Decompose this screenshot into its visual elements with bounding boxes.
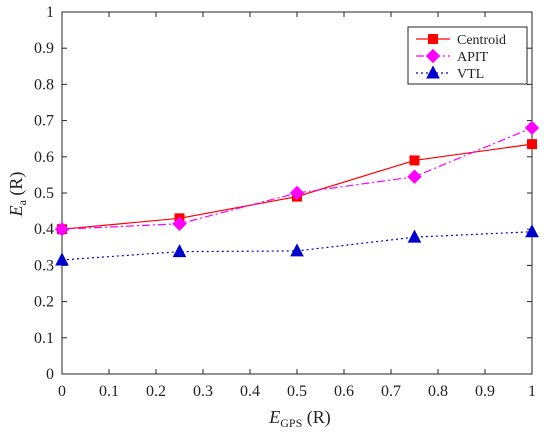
data-point-vtl: [172, 244, 187, 258]
x-tick-label: 0.3: [193, 383, 213, 400]
data-point-apit: [289, 185, 305, 201]
x-axis-title-unit: (R): [302, 407, 331, 428]
legend-marker: [426, 65, 440, 79]
legend-item-vtl: VTL: [416, 65, 484, 82]
x-tick-label: 0.5: [287, 383, 307, 400]
legend-item-apit: APIT: [416, 48, 489, 65]
y-tick-label: 0: [46, 366, 54, 383]
legend-label: VTL: [457, 67, 484, 82]
data-point-vtl: [525, 224, 539, 238]
data-point-apit: [524, 120, 540, 136]
x-tick-label: 0.6: [334, 383, 354, 400]
y-axis-title-main: E: [6, 205, 26, 217]
series-apit: [54, 120, 540, 237]
y-tick-label: 0.8: [34, 76, 54, 93]
legend-marker: [425, 48, 441, 64]
y-tick-label: 0.3: [34, 257, 54, 274]
series-line-apit: [61, 127, 533, 230]
y-tick-label: 0.2: [34, 294, 54, 311]
y-tick-label: 0.7: [34, 113, 54, 130]
y-tick-label: 1: [46, 4, 54, 21]
y-tick-label: 0.5: [34, 185, 54, 202]
y-tick-label: 0.4: [34, 221, 54, 238]
x-tick-label: 1: [528, 383, 536, 400]
x-axis-title-sub: GPS: [280, 416, 302, 430]
data-point-apit: [172, 216, 187, 231]
y-axis-title-unit: (R): [6, 172, 27, 201]
x-tick-label: 0: [58, 383, 66, 400]
y-axis-title-sub: a: [15, 199, 29, 205]
legend-label: Centroid: [457, 33, 506, 48]
x-tick-label: 0.1: [99, 383, 119, 400]
legend-item-centroid: Centroid: [416, 33, 506, 48]
data-point-vtl: [55, 252, 69, 266]
x-tick-label: 0.9: [475, 383, 495, 400]
legend: Centroid APIT VTL: [407, 26, 528, 85]
series-vtl: [55, 224, 539, 266]
x-tick-label: 0.2: [146, 383, 166, 400]
y-tick-label: 0.9: [34, 40, 54, 57]
legend-label: APIT: [457, 50, 489, 65]
x-axis-title-main: E: [268, 407, 280, 427]
legend-marker: [428, 34, 438, 44]
x-tick-label: 0.7: [381, 383, 401, 400]
data-point-apit: [407, 169, 422, 184]
data-point-vtl: [290, 243, 304, 257]
x-tick-label: 0.8: [428, 383, 448, 400]
data-point-vtl: [407, 229, 422, 243]
data-point-centroid: [527, 139, 537, 150]
x-tick-label: 0.4: [240, 383, 260, 400]
y-tick-label: 0.1: [34, 330, 54, 347]
data-point-centroid: [409, 155, 420, 166]
y-tick-label: 0.6: [34, 149, 54, 166]
axes: 0 0.1 0.2 0.3 0.4 0.5 0.6 0.7 0.8 0.9 1 0 0.1 0.2 0.3 0…: [34, 4, 536, 400]
data-point-apit: [54, 221, 70, 237]
series-layer: [54, 120, 540, 266]
y-axis-title: Ea (R): [6, 172, 29, 218]
legend-box: [407, 26, 528, 85]
x-axis-title: EGPS (R): [268, 407, 331, 430]
